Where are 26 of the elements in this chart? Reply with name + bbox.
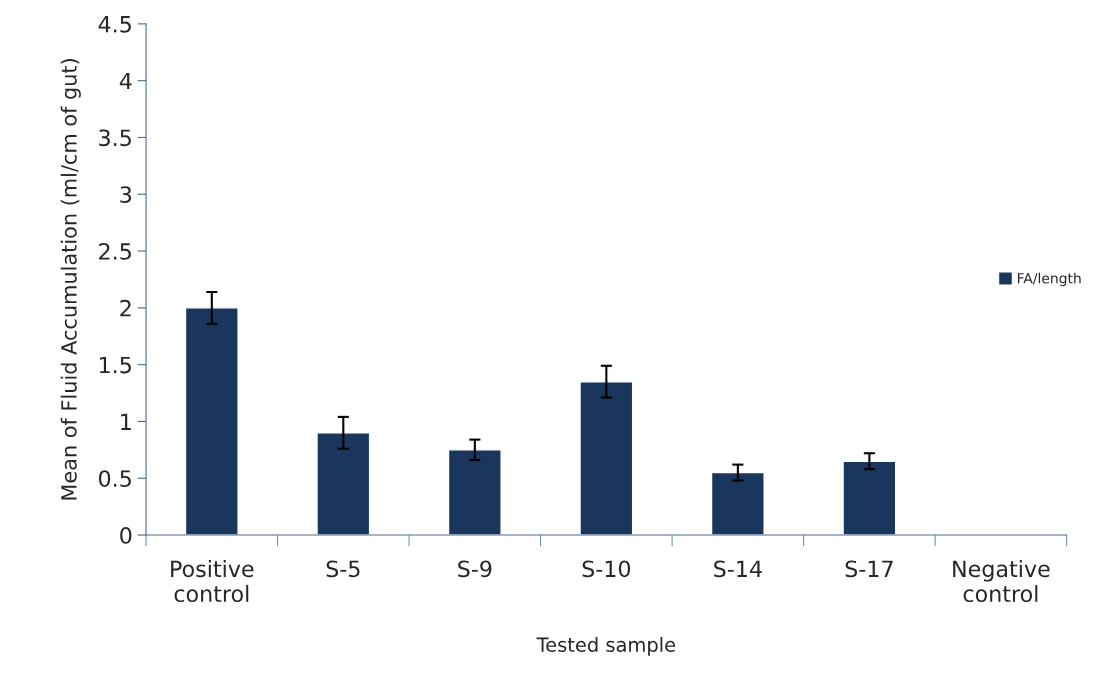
x-tick-label: S-17 <box>845 560 893 578</box>
bar <box>710 471 765 536</box>
y-axis-title: Mean of Fluid Accumulation (ml/cm of gut) <box>60 59 81 500</box>
y-tick-label: 3.5 <box>99 129 131 147</box>
y-tick-label: 0.5 <box>98 470 131 487</box>
y-tick-label: 1 <box>121 413 131 430</box>
y-tick-label: 2 <box>120 299 131 317</box>
bar <box>316 432 371 536</box>
y-tick-label: 2.5 <box>99 243 131 260</box>
bar <box>579 380 634 536</box>
x-tick-label: S-10 <box>582 560 631 578</box>
y-tick-label: 4 <box>119 72 132 90</box>
y-tick-label: 0 <box>120 526 132 544</box>
x-tick-label: S-5 <box>326 560 360 578</box>
x-tick-label: S-9 <box>458 560 492 578</box>
y-tick-label: 3 <box>120 186 132 204</box>
x-tick-label: S-14 <box>714 560 762 578</box>
x-tick-label: Positive control <box>171 560 254 603</box>
x-axis-title: Tested sample <box>536 636 676 656</box>
y-tick-label: 1.5 <box>99 356 131 374</box>
legend-label: FA/length <box>1017 272 1081 287</box>
y-tick-label: 4.5 <box>98 16 131 33</box>
bar <box>842 460 897 536</box>
x-tick-label: Negative control <box>953 560 1050 603</box>
bar <box>447 449 502 536</box>
bar <box>184 307 239 536</box>
